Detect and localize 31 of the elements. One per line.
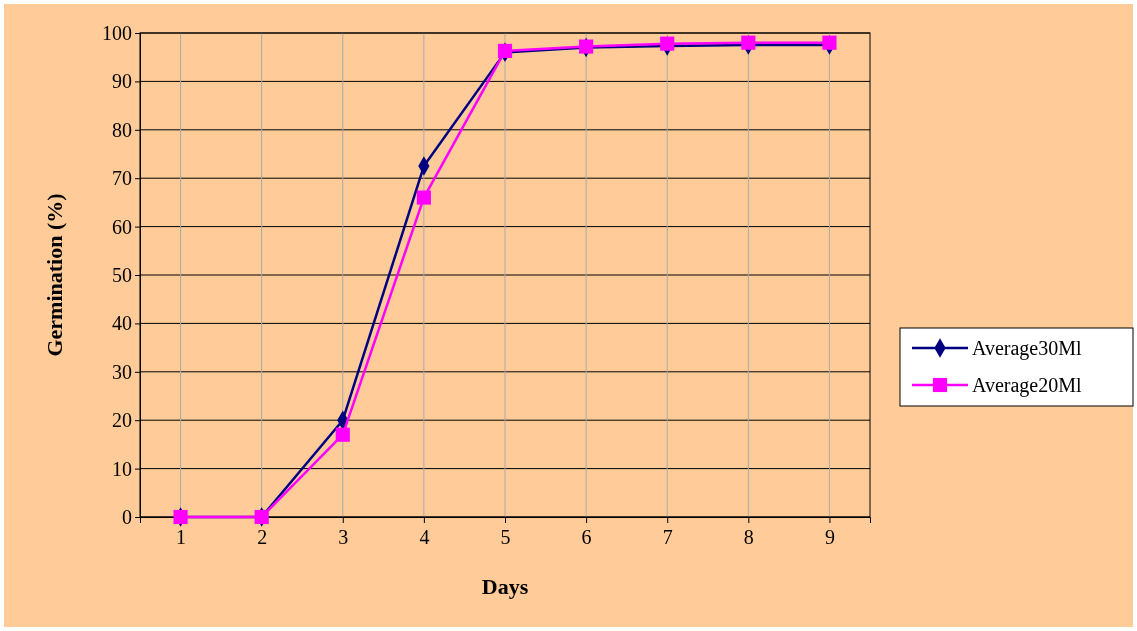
legend-label: Average20Ml (972, 374, 1083, 397)
y-axis-title: Germination (%) (42, 193, 67, 357)
point (660, 36, 675, 51)
y-tick-label: 50 (112, 263, 132, 286)
x-tick-label: 7 (662, 526, 673, 548)
x-tick-label: 5 (500, 526, 511, 548)
x-tick-label: 6 (581, 526, 592, 548)
y-tick-label: 30 (112, 360, 132, 383)
x-tick-label: 8 (743, 526, 754, 548)
y-tick-label: 10 (112, 457, 132, 480)
y-tick-label: 90 (112, 70, 132, 93)
point (579, 39, 594, 54)
legend-label: Average30Ml (972, 337, 1083, 360)
y-tick-label: 100 (102, 21, 132, 44)
x-tick-label: 4 (419, 526, 430, 548)
point (335, 427, 350, 442)
x-tick-label: 3 (338, 526, 349, 548)
point (822, 35, 837, 50)
y-tick-label: 80 (112, 118, 132, 141)
y-tick-label: 20 (112, 409, 132, 432)
x-tick-label: 2 (257, 526, 268, 548)
y-tick-label: 40 (112, 312, 132, 335)
x-axis-title: Days (481, 574, 529, 599)
x-tick-label: 9 (824, 526, 835, 548)
point (497, 43, 513, 58)
y-tick-label: 0 (122, 505, 132, 528)
point (416, 190, 431, 205)
y-tick-label: 70 (112, 167, 132, 190)
point (741, 35, 756, 50)
y-tick-label: 60 (112, 215, 132, 238)
x-tick-label: 1 (176, 526, 187, 548)
